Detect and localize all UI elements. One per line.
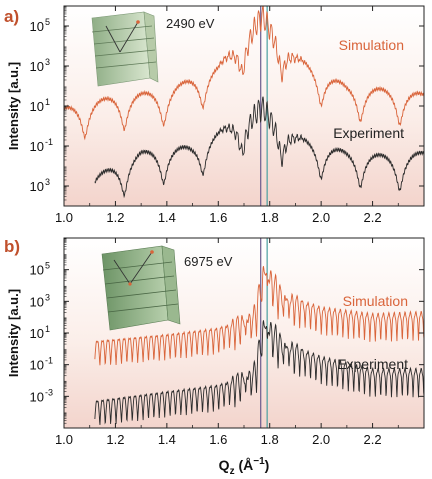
series-line — [94, 320, 424, 425]
y-tick-exponent: -1 — [45, 137, 53, 147]
y-tick-exponent: 1 — [45, 97, 50, 107]
y-tick-exponent: -3 — [45, 387, 53, 397]
x-axis: 1.0 1.2 1.4 1.6 1.8 2.0 2.2 — [55, 6, 399, 225]
panel-label: b) — [4, 237, 20, 256]
series-line — [94, 266, 424, 366]
x-tick-label: 2.0 — [312, 210, 330, 225]
series-group — [94, 266, 424, 425]
x-axis-label: Qz (Å−1) — [219, 456, 270, 477]
y-tick-exponent: 5 — [45, 261, 50, 271]
y-tick-exponent: 3 — [45, 292, 50, 302]
x-tick-label: 1.6 — [209, 210, 227, 225]
y-tick-exponent: -1 — [45, 356, 53, 366]
y-tick-label: 10 — [30, 139, 44, 154]
y-tick-label: 10 — [30, 294, 44, 309]
y-tick-exponent: 1 — [45, 324, 50, 334]
x-tick-label: 1.2 — [106, 210, 124, 225]
panel-a: 2490 eV 1.0 1.2 1.4 1.6 1.8 2.0 2.2 10 510 310 11… — [4, 5, 425, 225]
y-tick-label: 10 — [30, 99, 44, 114]
x-axis: 1.0 1.2 1.4 1.6 1.8 2.0 2.2 — [55, 238, 399, 447]
series-group — [64, 6, 424, 199]
y-tick-label: 10 — [30, 263, 44, 278]
y-axis-label: Intensity [a.u.] — [6, 289, 21, 377]
y-tick-exponent: 3 — [45, 57, 50, 67]
x-tick-label: 2.0 — [312, 432, 330, 447]
panel-label: a) — [4, 7, 19, 26]
y-tick-label: 10 — [30, 59, 44, 74]
x-tick-label: 1.6 — [209, 432, 227, 447]
x-tick-label: 1.0 — [55, 432, 73, 447]
y-tick-label: 10 — [30, 326, 44, 341]
legend-experiment: Experiment — [337, 356, 408, 372]
x-tick-label: 1.4 — [158, 210, 176, 225]
y-tick-label: 10 — [30, 19, 44, 34]
multilayer-inset — [91, 11, 159, 87]
x-tick-label: 1.8 — [261, 432, 279, 447]
x-tick-label: 2.2 — [364, 210, 382, 225]
y-tick-exponent: 3 — [45, 177, 50, 187]
y-axis-label: Intensity [a.u.] — [6, 62, 21, 150]
y-tick-label: 10 — [30, 358, 44, 373]
series-line — [64, 6, 424, 141]
legend-simulation: Simulation — [339, 37, 404, 53]
x-tick-label: 1.4 — [158, 432, 176, 447]
energy-label: 6975 eV — [184, 254, 233, 269]
y-tick-label: 10 — [30, 179, 44, 194]
legend-experiment: Experiment — [333, 125, 404, 141]
x-tick-label: 1.2 — [106, 432, 124, 447]
x-tick-label: 1.0 — [55, 210, 73, 225]
y-tick-label: 10 — [30, 389, 44, 404]
energy-label: 2490 eV — [166, 16, 215, 31]
x-tick-label: 2.2 — [364, 432, 382, 447]
y-tick-exponent: 5 — [45, 17, 50, 27]
multilayer-inset — [101, 245, 181, 331]
legend-simulation: Simulation — [343, 293, 408, 309]
panel-b: 6975 eV 1.0 1.2 1.4 1.6 1.8 2.0 2.2 10 510 310 11… — [4, 237, 425, 477]
series-line — [94, 96, 424, 199]
x-tick-label: 1.8 — [261, 210, 279, 225]
